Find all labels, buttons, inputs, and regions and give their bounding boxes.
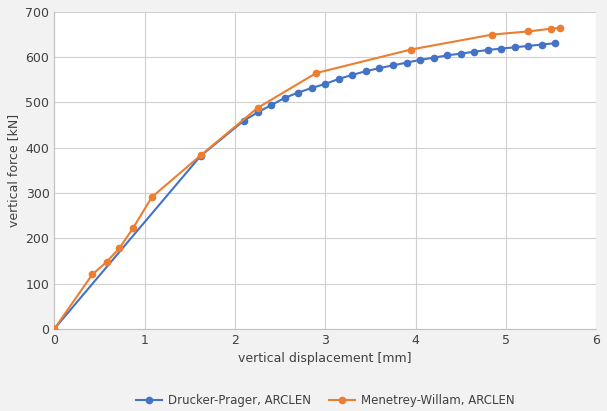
Menetrey-Willam, ARCLEN	[129, 226, 137, 231]
Menetrey-Willam, ARCLEN	[525, 29, 532, 34]
Drucker-Prager, ARCLEN	[362, 69, 370, 74]
Drucker-Prager, ARCLEN	[376, 66, 383, 71]
Drucker-Prager, ARCLEN	[484, 48, 492, 53]
Drucker-Prager, ARCLEN	[470, 49, 478, 54]
X-axis label: vertical displacement [mm]: vertical displacement [mm]	[239, 352, 412, 365]
Menetrey-Willam, ARCLEN	[313, 71, 320, 76]
Menetrey-Willam, ARCLEN	[103, 259, 110, 264]
Drucker-Prager, ARCLEN	[308, 85, 316, 90]
Drucker-Prager, ARCLEN	[389, 63, 396, 68]
Menetrey-Willam, ARCLEN	[407, 47, 415, 52]
Drucker-Prager, ARCLEN	[197, 153, 205, 158]
Drucker-Prager, ARCLEN	[430, 55, 437, 60]
Menetrey-Willam, ARCLEN	[51, 326, 58, 331]
Drucker-Prager, ARCLEN	[538, 42, 546, 47]
Menetrey-Willam, ARCLEN	[557, 25, 564, 30]
Drucker-Prager, ARCLEN	[294, 90, 302, 95]
Drucker-Prager, ARCLEN	[525, 44, 532, 48]
Drucker-Prager, ARCLEN	[348, 72, 356, 77]
Menetrey-Willam, ARCLEN	[197, 153, 205, 158]
Legend: Drucker-Prager, ARCLEN, Menetrey-Willam, ARCLEN: Drucker-Prager, ARCLEN, Menetrey-Willam,…	[132, 389, 519, 411]
Y-axis label: vertical force [kN]: vertical force [kN]	[7, 114, 20, 227]
Drucker-Prager, ARCLEN	[268, 103, 275, 108]
Line: Drucker-Prager, ARCLEN: Drucker-Prager, ARCLEN	[51, 40, 558, 332]
Drucker-Prager, ARCLEN	[511, 45, 518, 50]
Menetrey-Willam, ARCLEN	[548, 26, 555, 31]
Menetrey-Willam, ARCLEN	[489, 32, 496, 37]
Drucker-Prager, ARCLEN	[444, 53, 451, 58]
Drucker-Prager, ARCLEN	[403, 60, 410, 65]
Menetrey-Willam, ARCLEN	[116, 246, 123, 251]
Menetrey-Willam, ARCLEN	[254, 106, 261, 111]
Drucker-Prager, ARCLEN	[240, 118, 248, 123]
Drucker-Prager, ARCLEN	[51, 326, 58, 331]
Drucker-Prager, ARCLEN	[498, 46, 505, 51]
Drucker-Prager, ARCLEN	[416, 58, 424, 62]
Line: Menetrey-Willam, ARCLEN: Menetrey-Willam, ARCLEN	[51, 25, 563, 332]
Drucker-Prager, ARCLEN	[457, 51, 464, 56]
Drucker-Prager, ARCLEN	[322, 81, 329, 86]
Drucker-Prager, ARCLEN	[281, 95, 288, 100]
Drucker-Prager, ARCLEN	[335, 76, 342, 81]
Drucker-Prager, ARCLEN	[552, 41, 559, 46]
Menetrey-Willam, ARCLEN	[89, 272, 96, 277]
Menetrey-Willam, ARCLEN	[148, 195, 155, 200]
Drucker-Prager, ARCLEN	[254, 110, 261, 115]
